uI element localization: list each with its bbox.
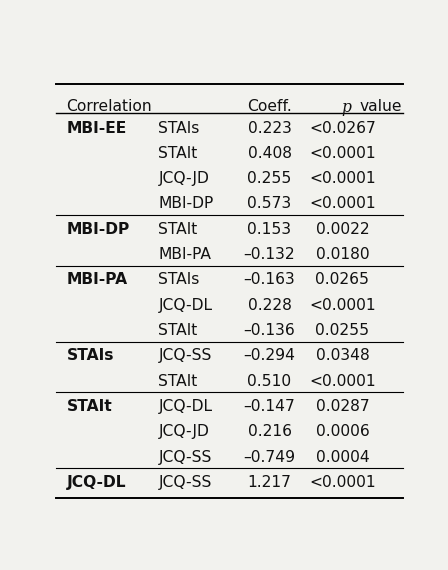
Text: 0.510: 0.510 (247, 373, 292, 389)
Text: value: value (359, 99, 401, 114)
Text: –0.147: –0.147 (244, 399, 296, 414)
Text: <0.0001: <0.0001 (309, 298, 376, 313)
Text: JCQ-JD: JCQ-JD (159, 424, 209, 439)
Text: –0.163: –0.163 (244, 272, 295, 287)
Text: 0.228: 0.228 (248, 298, 292, 313)
Text: –0.749: –0.749 (243, 450, 296, 465)
Text: MBI-EE: MBI-EE (66, 120, 127, 136)
Text: 0.153: 0.153 (247, 222, 292, 237)
Text: p: p (342, 99, 357, 116)
Text: JCQ-SS: JCQ-SS (159, 450, 212, 465)
Text: STAIt: STAIt (159, 323, 198, 338)
Text: <0.0001: <0.0001 (309, 475, 376, 490)
Text: JCQ-SS: JCQ-SS (159, 348, 212, 363)
Text: <0.0001: <0.0001 (309, 373, 376, 389)
Text: MBI-DP: MBI-DP (159, 197, 214, 211)
Text: STAIt: STAIt (159, 222, 198, 237)
Text: 0.0287: 0.0287 (315, 399, 369, 414)
Text: 0.0180: 0.0180 (316, 247, 369, 262)
Text: 0.223: 0.223 (248, 120, 292, 136)
Text: 0.0004: 0.0004 (315, 450, 369, 465)
Text: JCQ-DL: JCQ-DL (66, 475, 126, 490)
Text: MBI-PA: MBI-PA (66, 272, 128, 287)
Text: –0.294: –0.294 (244, 348, 296, 363)
Text: 0.0265: 0.0265 (315, 272, 370, 287)
Text: <0.0267: <0.0267 (309, 120, 376, 136)
Text: STAIt: STAIt (159, 373, 198, 389)
Text: 0.0348: 0.0348 (315, 348, 369, 363)
Text: JCQ-JD: JCQ-JD (159, 171, 209, 186)
Text: Correlation: Correlation (66, 99, 152, 114)
Text: 0.0022: 0.0022 (316, 222, 369, 237)
Text: 0.408: 0.408 (248, 146, 292, 161)
Text: STAIs: STAIs (159, 120, 200, 136)
Text: Coeff.: Coeff. (247, 99, 292, 114)
Text: JCQ-SS: JCQ-SS (159, 475, 212, 490)
Text: STAIt: STAIt (66, 399, 112, 414)
Text: 0.0006: 0.0006 (315, 424, 369, 439)
Text: <0.0001: <0.0001 (309, 171, 376, 186)
Text: MBI-DP: MBI-DP (66, 222, 129, 237)
Text: STAIs: STAIs (159, 272, 200, 287)
Text: 0.255: 0.255 (247, 171, 292, 186)
Text: <0.0001: <0.0001 (309, 197, 376, 211)
Text: JCQ-DL: JCQ-DL (159, 298, 212, 313)
Text: 1.217: 1.217 (248, 475, 292, 490)
Text: <0.0001: <0.0001 (309, 146, 376, 161)
Text: –0.136: –0.136 (244, 323, 295, 338)
Text: 0.573: 0.573 (247, 197, 292, 211)
Text: JCQ-DL: JCQ-DL (159, 399, 212, 414)
Text: –0.132: –0.132 (244, 247, 295, 262)
Text: STAIs: STAIs (66, 348, 114, 363)
Text: 0.216: 0.216 (248, 424, 292, 439)
Text: STAIt: STAIt (159, 146, 198, 161)
Text: 0.0255: 0.0255 (315, 323, 370, 338)
Text: MBI-PA: MBI-PA (159, 247, 211, 262)
